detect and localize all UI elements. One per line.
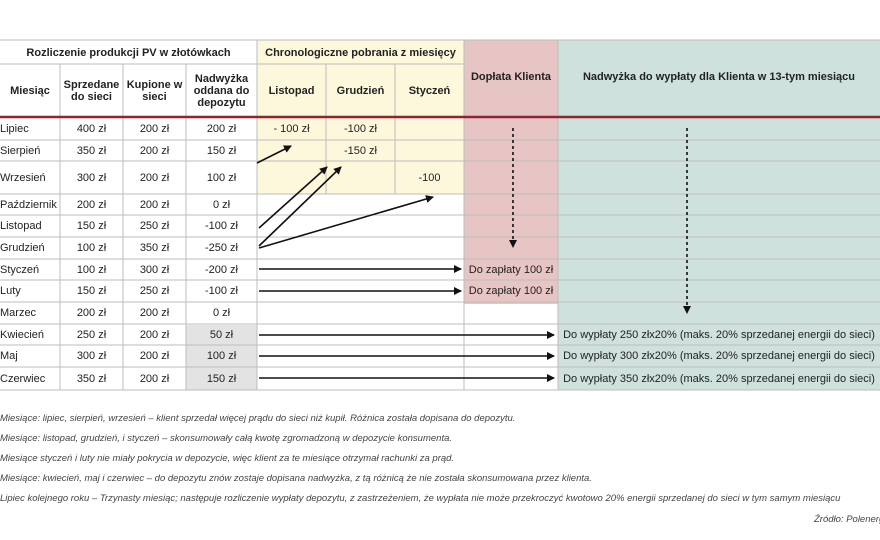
row-doplata-cell: Do zapłaty 100 zł	[468, 285, 554, 297]
row-sold-cell: 150 zł	[76, 220, 107, 232]
row-sold-cell: 200 zł	[76, 198, 107, 211]
row-sold-cell: 350 zł	[76, 372, 107, 385]
row-surplus-cell: 200 zł	[206, 123, 237, 135]
col-header-sold: Sprzedane do sieci	[63, 79, 120, 103]
group-header-chrono: Chronologiczne pobrania z miesięcy	[265, 47, 456, 59]
row-surplus-cell: 100 zł	[206, 171, 237, 184]
note-3: Miesiące styczeń i luty nie miały pokryc…	[0, 453, 455, 464]
row-bought-cell: 250 zł	[139, 285, 170, 297]
row-sold-cell: 400 zł	[76, 123, 107, 135]
row-surplus-cell: -250 zł	[204, 242, 239, 254]
row-grudzien-cell: -100 zł	[343, 123, 378, 135]
surplus-fill	[186, 325, 257, 390]
row-month: Luty	[0, 285, 21, 297]
row-payout-cell: Do wypłaty 300 złx20% (maks. 20% sprzeda…	[563, 350, 875, 362]
row-bought-cell: 200 zł	[139, 144, 170, 157]
row-bought-cell: 200 zł	[139, 328, 170, 341]
row-sold-cell: 200 zł	[76, 307, 107, 319]
row-sold-cell: 100 zł	[76, 263, 107, 276]
arrow-wrzesien-listopad	[256, 145, 292, 164]
row-month: Wrzesień	[0, 171, 46, 184]
arrow-grudzien-grudzien	[258, 166, 342, 247]
grid-lines	[0, 39, 880, 391]
row-surplus-cell: 100 zł	[206, 350, 237, 362]
row-bought-cell: 200 zł	[139, 307, 170, 319]
row-month: Sierpień	[0, 144, 41, 157]
row-month: Styczeń	[0, 263, 40, 276]
row-surplus-cell: 50 zł	[209, 328, 234, 341]
row-bought-cell: 250 zł	[139, 220, 170, 232]
col-header-surplus: Nadwyżka oddana do depozytu	[193, 73, 250, 109]
row-payout-cell: Do wypłaty 350 złx20% (maks. 20% sprzeda…	[563, 372, 875, 385]
note-4: Miesiące: kwiecień, maj i czerwiec – do …	[0, 473, 592, 484]
row-sold-cell: 250 zł	[76, 328, 107, 341]
row-sold-cell: 350 zł	[76, 144, 107, 157]
row-month: Marzec	[0, 307, 37, 319]
row-month: Czerwiec	[0, 372, 46, 385]
row-sold-cell: 300 zł	[76, 350, 107, 362]
row-payout-cell: Do wypłaty 250 złx20% (maks. 20% sprzeda…	[563, 328, 875, 341]
row-month: Maj	[0, 350, 18, 362]
row-bought-cell: 350 zł	[139, 242, 170, 254]
note-1: Miesiące: lipiec, sierpień, wrzesień – k…	[0, 413, 516, 424]
row-listopad-cell: - 100 zł	[273, 123, 310, 135]
doplata-white	[464, 304, 558, 390]
col-header-styczen: Styczeń	[408, 85, 451, 97]
row-bought-cell: 200 zł	[139, 198, 170, 211]
col-header-listopad: Listopad	[268, 85, 315, 97]
row-styczen-cell: -100	[418, 171, 441, 184]
row-surplus-cell: 0 zł	[212, 198, 231, 211]
row-doplata-cell: Do zapłaty 100 zł	[468, 263, 554, 276]
note-5: Lipiec kolejnego roku – Trzynasty miesią…	[0, 493, 841, 504]
row-sold-cell: 300 zł	[76, 171, 107, 184]
col-header-grudzien: Grudzień	[336, 85, 385, 97]
row-surplus-cell: -200 zł	[204, 263, 239, 276]
row-month: Listopad	[0, 220, 42, 232]
row-month: Październik	[0, 198, 57, 211]
row-surplus-cell: -100 zł	[204, 220, 239, 232]
row-sold-cell: 100 zł	[76, 242, 107, 254]
row-bought-cell: 200 zł	[139, 372, 170, 385]
row-bought-cell: 200 zł	[139, 171, 170, 184]
doplata-fill	[464, 40, 558, 304]
col-header-bought: Kupione w sieci	[126, 79, 183, 103]
row-bought-cell: 200 zł	[139, 123, 170, 135]
row-bought-cell: 300 zł	[139, 263, 170, 276]
row-surplus-cell: 150 zł	[206, 144, 237, 157]
group-header-nadwyzka: Nadwyżka do wypłaty dla Klienta w 13-tym…	[582, 71, 856, 83]
row-month: Lipiec	[0, 123, 29, 135]
row-month: Kwiecień	[0, 328, 45, 341]
row-month: Grudzień	[0, 242, 45, 254]
group-header-doplata: Dopłata Klienta	[470, 71, 552, 83]
arrow-grudzien-styczen	[258, 195, 434, 249]
note-2: Miesiące: listopad, grudzień, i styczeń …	[0, 433, 453, 444]
row-surplus-cell: 150 zł	[206, 372, 237, 385]
arrow-listopad-grudzien	[258, 166, 328, 229]
row-surplus-cell: -100 zł	[204, 285, 239, 297]
row-lines	[0, 139, 880, 368]
row-surplus-cell: 0 zł	[212, 307, 231, 319]
row-sold-cell: 150 zł	[76, 285, 107, 297]
row-bought-cell: 200 zł	[139, 350, 170, 362]
source-credit: Źródło: Polenergia	[814, 514, 880, 525]
row-grudzien-cell: -150 zł	[343, 144, 378, 157]
group-header-production: Rozliczenie produkcji PV w złotówkach	[26, 47, 231, 59]
col-header-month: Miesiąc	[10, 85, 50, 97]
arrows	[256, 128, 691, 382]
